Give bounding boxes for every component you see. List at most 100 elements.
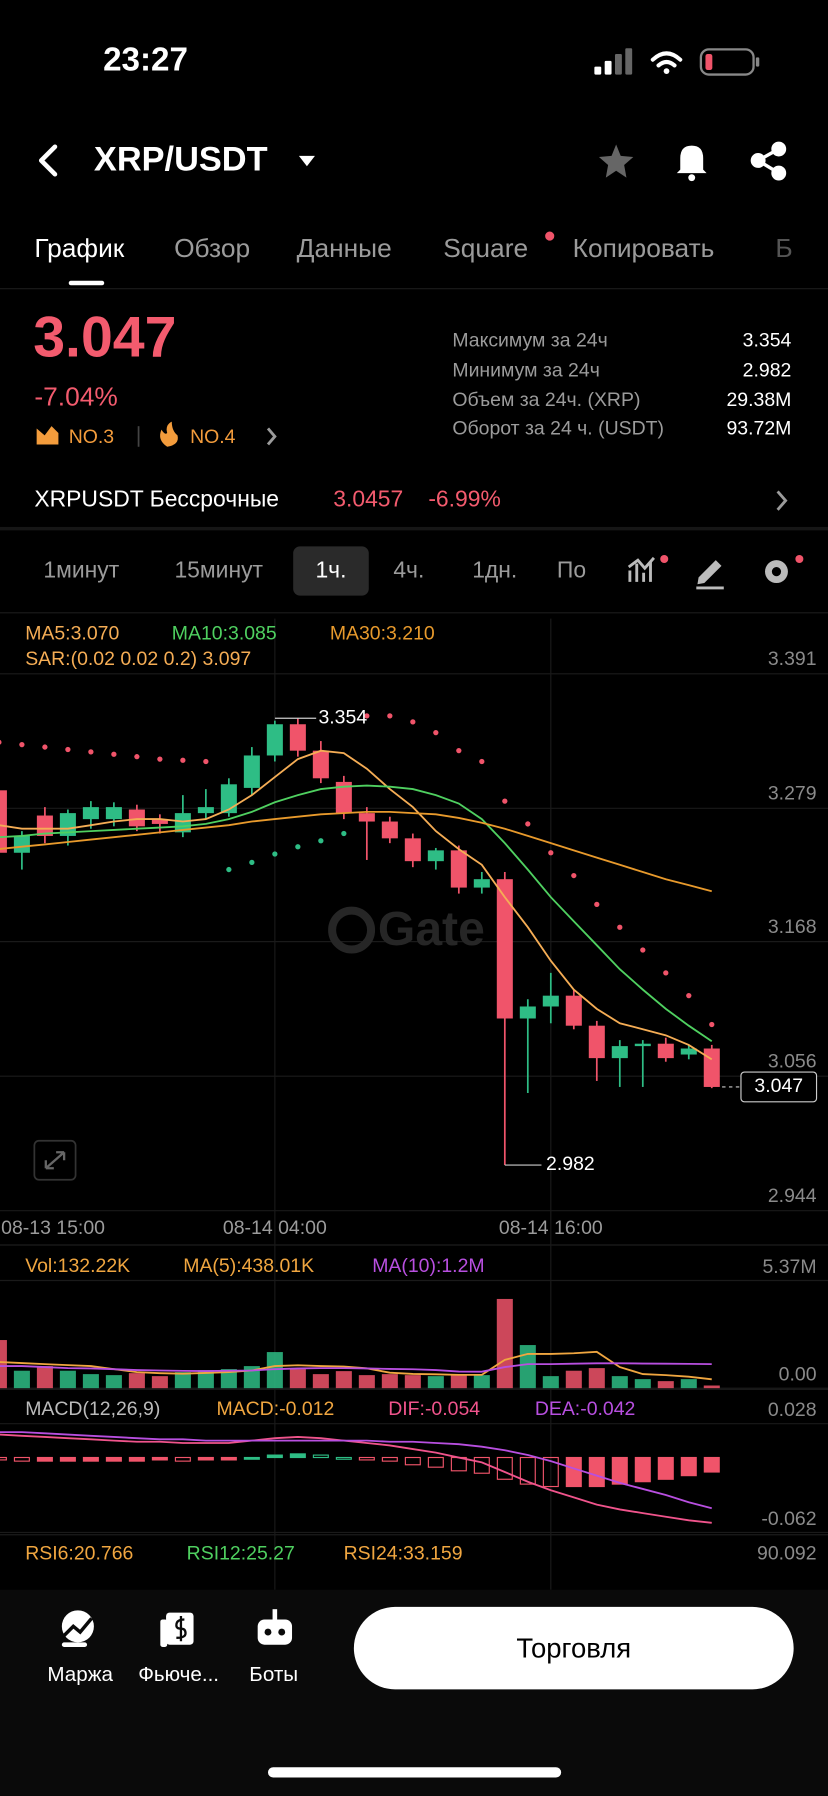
volume-bar (151, 1376, 168, 1389)
volume-bar (312, 1374, 329, 1389)
volume-bar (82, 1374, 99, 1389)
volume-bar (588, 1368, 605, 1389)
interval[interactable]: 1минут (43, 557, 119, 583)
gainers-icon (36, 426, 59, 445)
candle-body (588, 1025, 605, 1059)
nav-label[interactable]: Маржа (47, 1663, 113, 1686)
sar-dot (479, 758, 485, 765)
perpetual-name[interactable]: XRPUSDT Бессрочные (34, 486, 279, 512)
candle-body (266, 724, 283, 756)
trade-button-label[interactable]: Торговля (516, 1633, 631, 1664)
sar-dot (686, 993, 692, 999)
rank-gainers[interactable]: NO.3 (69, 426, 114, 448)
last-price: 3.047 (33, 306, 176, 370)
volume-bar (0, 1340, 7, 1389)
chevron[interactable] (266, 427, 277, 446)
sar-dot (157, 756, 163, 762)
share-button[interactable] (750, 141, 787, 181)
sar-dot (19, 742, 25, 748)
interval[interactable]: 1дн. (472, 557, 517, 583)
rank-hot[interactable]: NO.4 (190, 426, 236, 448)
candle-body (174, 813, 191, 833)
stat-label: Оборот за 24 ч. (USDT) (452, 418, 664, 440)
interval[interactable]: По (557, 557, 586, 583)
macd-bar (59, 1456, 76, 1462)
indicator-button[interactable] (627, 556, 655, 582)
volume-bar (519, 1345, 536, 1389)
sar-dot (548, 850, 554, 856)
volume-bar (266, 1352, 283, 1389)
candle-body (519, 1006, 536, 1019)
nav-label[interactable]: Фьюче... (138, 1663, 219, 1686)
interval[interactable]: 1ч. (315, 557, 346, 583)
macd-bar (404, 1456, 421, 1466)
sar-dot (65, 746, 71, 753)
macd-bar (565, 1456, 582, 1488)
legend-entry: Vol:132.22K (25, 1255, 130, 1277)
candle-body (335, 781, 352, 814)
interval[interactable]: 15минут (174, 557, 263, 583)
macd-bar (427, 1456, 444, 1468)
ma-line (0, 810, 712, 893)
sar-dot (203, 758, 209, 765)
tab[interactable]: Данные (297, 233, 392, 263)
min-annotation: 2.982 (546, 1153, 595, 1175)
volume-bar (611, 1376, 628, 1389)
stat-label: Максимум за 24ч (452, 330, 607, 352)
sar-dot (663, 970, 669, 976)
ma-line (0, 749, 713, 1061)
volume-bar (13, 1370, 30, 1389)
macd-bar (243, 1456, 260, 1460)
candle-body (427, 850, 444, 862)
volume-bar (197, 1370, 214, 1389)
sar-dot (387, 713, 393, 719)
tab[interactable]: Б (775, 233, 792, 263)
last-price-label: 3.047 (754, 1075, 803, 1097)
perpetual-change[interactable]: -6.99% (428, 486, 501, 512)
interval[interactable]: 4ч. (393, 557, 424, 583)
favorite-button[interactable] (598, 144, 634, 178)
macd-line (0, 1433, 712, 1524)
rsi-legend: RSI12:25.27 (187, 1542, 295, 1564)
tab-indicator (68, 280, 105, 286)
macd-bar (220, 1456, 237, 1461)
macd-bar (611, 1456, 628, 1485)
perpetual-price[interactable]: 3.0457 (333, 486, 403, 512)
stat-value: 2.982 (743, 359, 792, 381)
alert-button[interactable] (676, 145, 707, 182)
tab[interactable]: Копировать (573, 233, 715, 263)
nav-label[interactable]: Боты (249, 1663, 298, 1686)
sar-dot (134, 754, 140, 760)
expand-button[interactable] (33, 1139, 77, 1181)
y-tick-label: 0.00 (779, 1364, 817, 1386)
pair-title[interactable]: XRP/USDT (94, 141, 268, 179)
sar-dot (295, 844, 301, 850)
back-button[interactable] (38, 144, 58, 177)
tab[interactable]: Обзор (174, 233, 250, 263)
margin-icon[interactable] (61, 1610, 94, 1647)
volume-bar (289, 1369, 306, 1389)
chevron[interactable] (776, 490, 788, 511)
rsi-legend: RSI6:20.766 (25, 1542, 133, 1564)
tab[interactable]: График (34, 233, 124, 263)
x-tick-label: 08-14 04:00 (223, 1217, 327, 1239)
trade-button[interactable] (353, 1606, 794, 1690)
sar-dot (709, 1021, 715, 1028)
stat-value: 3.354 (743, 330, 792, 352)
pair-dropdown[interactable] (298, 155, 315, 167)
tab[interactable]: Square (443, 233, 528, 263)
y-tick-label: 2.944 (768, 1185, 817, 1207)
bots-icon[interactable] (257, 1609, 293, 1645)
sar-dot (180, 757, 186, 763)
draw-button[interactable] (696, 560, 724, 590)
settings-button[interactable] (765, 560, 788, 584)
futures-icon[interactable] (160, 1612, 194, 1647)
y-tick-label: -0.062 (761, 1508, 816, 1530)
macd-bar (634, 1456, 651, 1483)
sar-dot (364, 713, 370, 719)
candle-body (289, 724, 306, 751)
candle-body (151, 819, 168, 824)
wifi-icon (650, 51, 683, 75)
macd-bar (13, 1456, 30, 1462)
